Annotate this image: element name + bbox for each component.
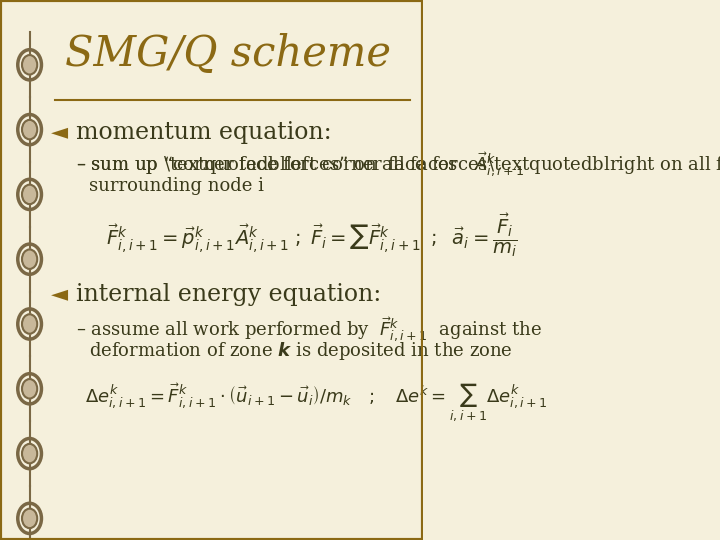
Circle shape [22,379,37,399]
Circle shape [22,444,37,463]
Text: surrounding node i: surrounding node i [89,177,264,195]
Circle shape [22,249,37,269]
Text: – sum up \textquotedblleft corner face forces\textquotedblright on all faces   $: – sum up \textquotedblleft corner face f… [76,151,720,179]
Text: deformation of zone $\boldsymbol{k}$ is deposited in the zone: deformation of zone $\boldsymbol{k}$ is … [89,340,513,362]
Text: $\vec{F}^{k}_{i,i+1} = \vec{p}^{k}_{i,i+1}\vec{A}^{k}_{i,i+1}\;;\;\vec{F}_i = \s: $\vec{F}^{k}_{i,i+1} = \vec{p}^{k}_{i,i+… [106,211,518,259]
Circle shape [22,185,37,204]
Text: momentum equation:: momentum equation: [76,121,332,144]
Text: ◄: ◄ [50,122,68,143]
Text: $\Delta e^{k}_{i,i+1} = \vec{F}^{k}_{i,i+1}\cdot\left(\vec{u}_{i+1} - \vec{u}_i\: $\Delta e^{k}_{i,i+1} = \vec{F}^{k}_{i,i… [85,381,547,423]
Circle shape [22,55,37,75]
Circle shape [22,509,37,528]
Text: internal energy equation:: internal energy equation: [76,283,382,306]
Text: ◄: ◄ [50,284,68,305]
Text: SMG/Q scheme: SMG/Q scheme [66,33,392,75]
Circle shape [22,120,37,139]
Text: – assume all work performed by  $\vec{F}^{k}_{i,i+1}$  against the: – assume all work performed by $\vec{F}^… [76,315,542,343]
Text: – sum up “corner face forces” on all faces   $\vec{A}^{k}_{i,i+1}$: – sum up “corner face forces” on all fac… [76,151,525,179]
Circle shape [22,314,37,334]
